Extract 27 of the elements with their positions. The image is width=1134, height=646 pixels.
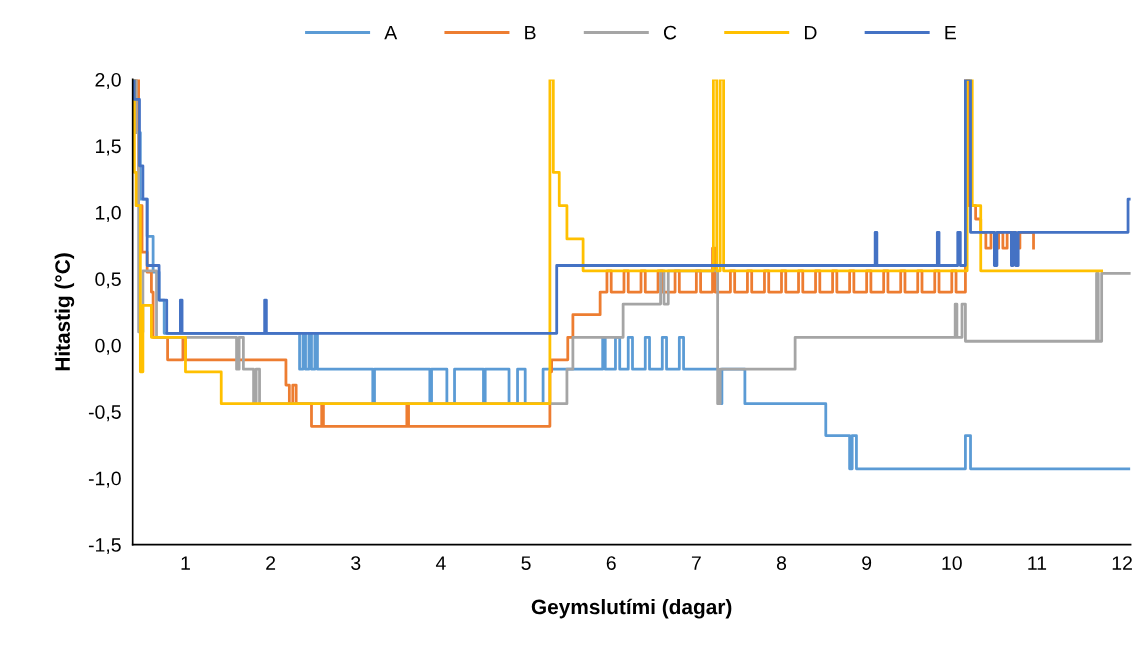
y-tick-label: -0,5 bbox=[88, 405, 121, 422]
x-tick-label: 2 bbox=[266, 556, 276, 570]
x-tick-label: 3 bbox=[351, 556, 361, 570]
y-tick-label: 1,5 bbox=[96, 139, 121, 156]
x-tick-label: 7 bbox=[691, 556, 701, 570]
legend-label: B bbox=[525, 25, 536, 40]
y-tick-label: -1,5 bbox=[88, 538, 121, 555]
x-tick-label: 8 bbox=[776, 556, 787, 570]
y-tick-label: 1,0 bbox=[96, 205, 121, 222]
y-tick-label: 0,5 bbox=[95, 272, 121, 289]
x-tick-label: 6 bbox=[606, 556, 616, 570]
legend-label: C bbox=[663, 25, 677, 40]
x-tick-label: 9 bbox=[862, 556, 872, 570]
x-tick-label: 12 bbox=[1112, 556, 1132, 570]
x-tick-label: 10 bbox=[942, 556, 962, 570]
x-tick-label: 5 bbox=[521, 556, 531, 570]
y-axis-title: Hitastig (°C) bbox=[54, 253, 75, 371]
legend-label: E bbox=[945, 25, 956, 40]
x-axis-title: Geymslutími (dagar) bbox=[531, 598, 732, 619]
y-tick-label: -1,0 bbox=[88, 471, 121, 488]
x-tick-label: 11 bbox=[1028, 556, 1047, 570]
x-tick-label: 4 bbox=[435, 556, 446, 570]
x-tick-label: 1 bbox=[181, 556, 190, 570]
y-tick-label: 2,0 bbox=[95, 72, 121, 89]
y-tick-label: 0,0 bbox=[95, 338, 121, 355]
legend-label: A bbox=[384, 25, 398, 40]
legend-label: D bbox=[805, 25, 817, 40]
